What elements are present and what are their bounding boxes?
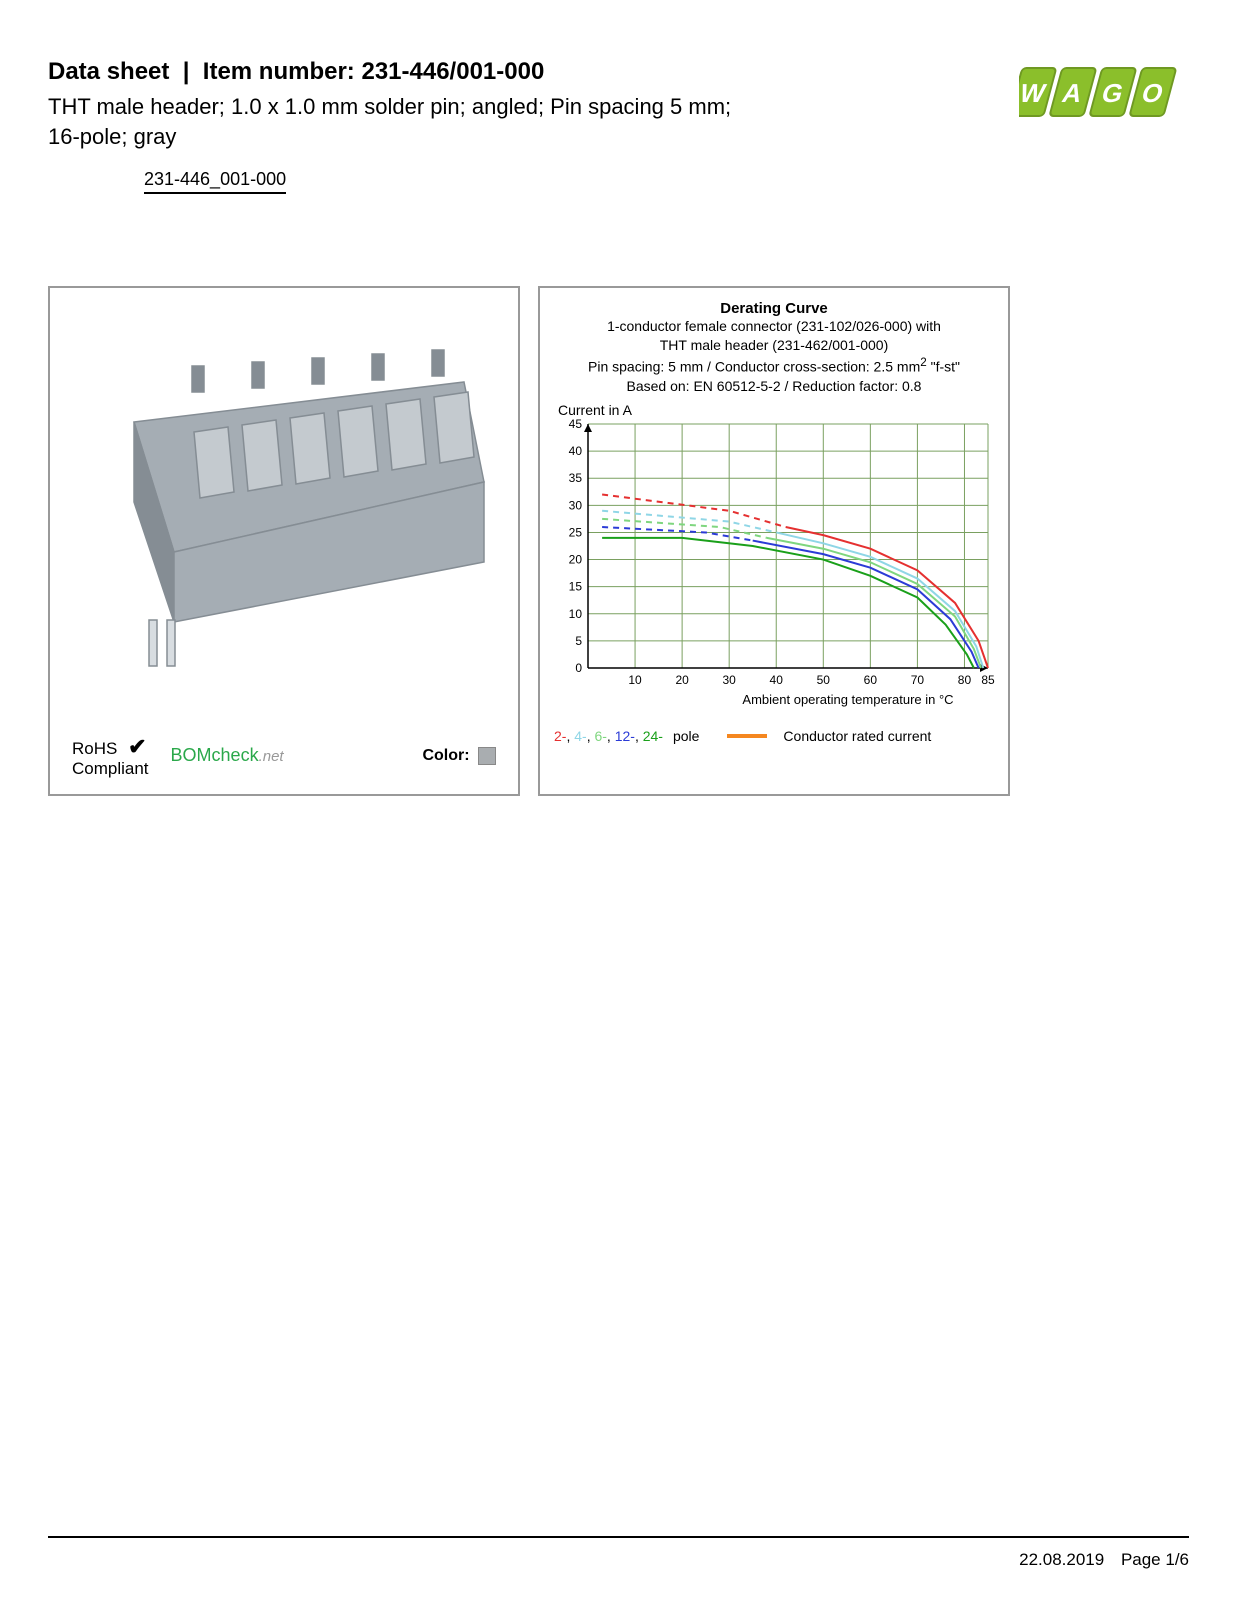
svg-text:85: 85: [981, 673, 995, 687]
header: Data sheet | Item number: 231-446/001-00…: [48, 58, 1189, 194]
svg-text:30: 30: [722, 673, 736, 687]
item-number: 231-446/001-000: [361, 58, 544, 85]
legend-poles: 2-, 4-, 6-, 12-, 24-: [554, 728, 663, 744]
chart-sub2: THT male header (231-462/001-000): [550, 336, 998, 355]
svg-text:45: 45: [569, 418, 583, 431]
svg-text:25: 25: [569, 525, 583, 539]
svg-text:10: 10: [628, 673, 642, 687]
svg-text:30: 30: [569, 498, 583, 512]
item-code-link[interactable]: 231-446_001-000: [144, 169, 286, 194]
item-number-label: Item number:: [203, 58, 355, 85]
product-image: [60, 298, 508, 725]
chart-sub1: 1-conductor female connector (231-102/02…: [550, 317, 998, 336]
svg-text:40: 40: [770, 673, 784, 687]
svg-text:Ambient operating temperature: Ambient operating temperature in °C: [742, 692, 953, 707]
svg-text:5: 5: [575, 633, 582, 647]
legend-rated-label: Conductor rated current: [783, 728, 931, 744]
legend-rated-line: [727, 734, 767, 738]
derating-chart: 0 5 10 15 20 25 30 35 40 45 10 20 30 40 50 60 70 80 85 Ambi…: [550, 418, 998, 718]
chart-ylabel: Current in A: [558, 402, 998, 418]
rohs-compliant: Compliant: [72, 759, 149, 778]
footer-rule: [48, 1536, 1189, 1538]
subtitle: THT male header; 1.0 x 1.0 mm solder pin…: [48, 92, 768, 151]
svg-text:10: 10: [569, 606, 583, 620]
color-swatch: [478, 747, 496, 765]
datasheet-label: Data sheet: [48, 58, 169, 85]
rohs-text: RoHS: [72, 739, 117, 758]
chart-sub3-suffix: "f-st": [927, 359, 960, 375]
chart-title: Derating Curve: [550, 300, 998, 317]
svg-text:20: 20: [569, 552, 583, 566]
left-footer: RoHS ✔ Compliant BOMcheck.net Color:: [60, 726, 508, 785]
header-text: Data sheet | Item number: 231-446/001-00…: [48, 58, 1019, 194]
svg-text:35: 35: [569, 471, 583, 485]
bomcheck-net: .net: [259, 748, 284, 765]
rohs-label: RoHS ✔ Compliant: [72, 734, 149, 779]
chart-sub4: Based on: EN 60512-5-2 / Reduction facto…: [550, 377, 998, 396]
svg-text:80: 80: [958, 673, 972, 687]
color-label: Color:: [422, 747, 496, 765]
title-line: Data sheet | Item number: 231-446/001-00…: [48, 58, 1019, 86]
bomcheck-logo: BOMcheck.net: [171, 745, 284, 766]
svg-text:60: 60: [864, 673, 878, 687]
bomcheck-main: BOMcheck: [171, 745, 259, 765]
svg-text:15: 15: [569, 579, 583, 593]
svg-text:50: 50: [817, 673, 831, 687]
svg-text:70: 70: [911, 673, 925, 687]
svg-text:20: 20: [675, 673, 689, 687]
check-icon: ✔: [128, 734, 146, 759]
panels: RoHS ✔ Compliant BOMcheck.net Color: Der…: [48, 286, 1189, 796]
chart-sub3-prefix: Pin spacing: 5 mm / Conductor cross-sect…: [588, 359, 920, 375]
footer: 22.08.2019 Page 1/6: [1007, 1550, 1189, 1570]
product-panel: RoHS ✔ Compliant BOMcheck.net Color:: [48, 286, 520, 796]
chart-legend: 2-, 4-, 6-, 12-, 24- pole Conductor rate…: [550, 728, 998, 744]
color-text: Color:: [422, 747, 469, 764]
legend-pole-suffix: pole: [673, 728, 699, 744]
footer-date: 22.08.2019: [1019, 1550, 1104, 1569]
wago-logo: WAGO: [1019, 58, 1189, 128]
footer-page: Page 1/6: [1121, 1550, 1189, 1569]
svg-text:0: 0: [575, 661, 582, 675]
svg-text:40: 40: [569, 444, 583, 458]
chart-sub3: Pin spacing: 5 mm / Conductor cross-sect…: [550, 355, 998, 377]
chart-panel: Derating Curve 1-conductor female connec…: [538, 286, 1010, 796]
